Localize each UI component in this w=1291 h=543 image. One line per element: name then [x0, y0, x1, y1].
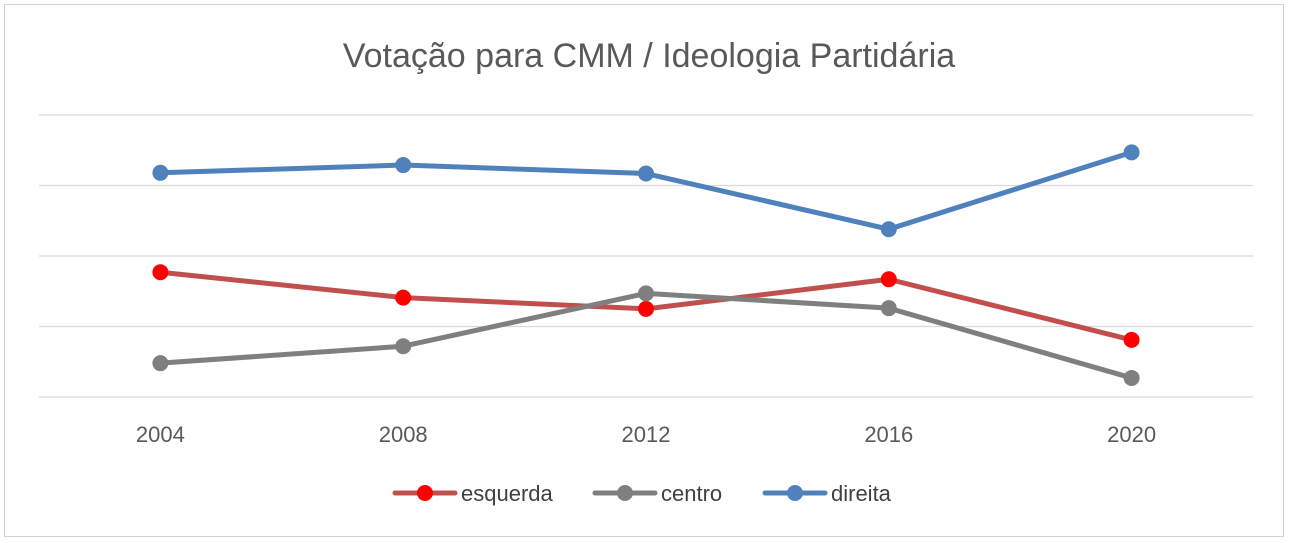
x-tick-label-2020: 2020 — [1107, 422, 1156, 447]
series-lines — [152, 144, 1140, 386]
x-tick-label-2004: 2004 — [136, 422, 185, 447]
x-axis-tick-labels: 2004 2008 2012 2016 2020 — [136, 422, 1156, 447]
data-point-direita-2020 — [1123, 144, 1140, 161]
data-point-direita-2012 — [638, 165, 654, 182]
legend-item-centro: centro — [592, 481, 722, 506]
series-line-direita — [157, 149, 1135, 232]
chart-title: Votação para CMM / Ideologia Partidária — [343, 37, 955, 75]
chart-frame: Votação para CMM / Ideologia Partidária … — [4, 4, 1284, 537]
data-point-centro-2016 — [880, 300, 897, 317]
legend: esquerda centro direita — [392, 481, 892, 506]
data-point-direita-2016 — [880, 221, 897, 238]
data-point-direita-2004 — [152, 164, 169, 181]
series-direita — [152, 144, 1140, 238]
legend-label-direita: direita — [831, 481, 892, 506]
legend-label-esquerda: esquerda — [461, 481, 554, 506]
chart-svg: Votação para CMM / Ideologia Partidária … — [39, 37, 1253, 506]
series-centro — [152, 285, 1140, 386]
data-point-esquerda-2008 — [395, 289, 412, 306]
data-point-esquerda-2016 — [880, 271, 897, 288]
legend-marker-esquerda — [417, 485, 433, 501]
x-tick-label-2012: 2012 — [622, 422, 671, 447]
x-tick-label-2008: 2008 — [379, 422, 428, 447]
data-point-esquerda-2020 — [1123, 331, 1140, 348]
data-point-esquerda-2012 — [638, 300, 654, 317]
legend-marker-direita — [787, 485, 803, 501]
legend-marker-centro — [617, 485, 633, 501]
series-esquerda — [152, 264, 1140, 348]
data-point-centro-2012 — [638, 285, 654, 302]
data-point-centro-2008 — [395, 338, 412, 355]
legend-item-direita: direita — [762, 481, 892, 506]
gridlines — [39, 114, 1253, 398]
legend-item-esquerda: esquerda — [392, 481, 554, 506]
data-point-centro-2004 — [152, 355, 169, 372]
data-point-direita-2008 — [395, 157, 412, 174]
data-point-esquerda-2004 — [152, 264, 169, 281]
legend-label-centro: centro — [661, 481, 722, 506]
data-point-centro-2020 — [1123, 369, 1140, 386]
x-tick-label-2016: 2016 — [864, 422, 913, 447]
